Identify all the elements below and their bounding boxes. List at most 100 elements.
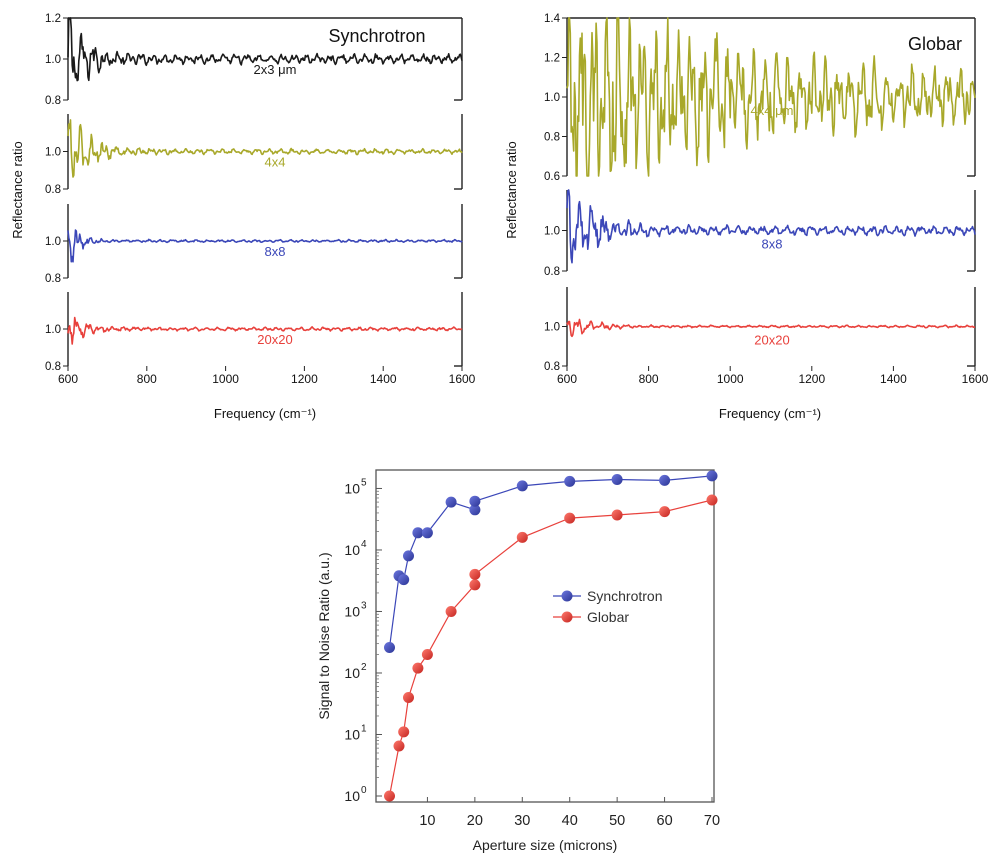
snr-y-tick-label: 10 — [344, 603, 360, 619]
legend-marker-synchrotron — [561, 590, 573, 602]
snr-point-globar — [469, 568, 481, 580]
snr-x-tick-label: 20 — [467, 813, 483, 829]
x-tick-label: 1600 — [449, 372, 476, 386]
x-tick-label: 1400 — [880, 372, 907, 386]
snr-y-tick-label: 10 — [344, 788, 360, 804]
snr-legend: Synchrotron Globar — [553, 588, 662, 625]
snr-x-tick-label: 50 — [609, 813, 625, 829]
x-tick-label: 1200 — [798, 372, 825, 386]
snr-point-globar — [659, 506, 671, 518]
snr-point-globar — [398, 726, 410, 738]
globar-y-axis-label: Reflectance ratio — [504, 141, 519, 239]
synchrotron-trace-4 — [67, 316, 463, 345]
globar-trace-label-2: 8x8 — [762, 237, 783, 252]
globar-trace-3 — [566, 318, 976, 338]
x-tick-label: 1600 — [962, 372, 989, 386]
snr-y-tick-exponent: 0 — [361, 785, 367, 796]
snr-point-globar — [706, 494, 718, 506]
synchrotron-y-axis-label: Reflectance ratio — [10, 141, 25, 239]
x-tick-label: 1000 — [717, 372, 744, 386]
snr-point-globar — [611, 509, 623, 521]
globar-x-axis-label: Frequency (cm⁻¹) — [719, 406, 821, 421]
snr-point-globar — [564, 512, 576, 524]
y-tick-label: 1.0 — [45, 324, 61, 336]
snr-y-tick-exponent: 5 — [361, 477, 367, 488]
synchrotron-trace-label-4: 20x20 — [257, 332, 292, 347]
snr-point-globar — [516, 531, 528, 543]
snr-point-synchrotron — [706, 470, 718, 482]
snr-x-tick-label: 60 — [657, 813, 673, 829]
y-tick-label: 1.4 — [544, 13, 561, 25]
snr-point-synchrotron — [611, 474, 623, 485]
y-tick-label: 0.8 — [45, 184, 61, 196]
y-tick-label: 0.8 — [544, 132, 560, 144]
y-tick-label: 0.8 — [45, 95, 61, 107]
snr-point-synchrotron — [659, 474, 671, 486]
globar-trace-1 — [566, 17, 976, 177]
synchrotron-panel-1: 0.8 1.0 1.2 2x3 μm — [45, 13, 463, 107]
x-tick-label: 1000 — [212, 372, 239, 386]
snr-y-tick-label: 10 — [344, 480, 360, 496]
y-tick-label: 1.0 — [544, 322, 560, 334]
snr-y-tick-exponent: 3 — [361, 600, 367, 611]
snr-point-synchrotron — [421, 527, 433, 539]
snr-y-axis-label: Signal to Noise Ratio (a.u.) — [316, 552, 332, 719]
snr-point-globar — [421, 649, 433, 660]
globar-trace-label-3: 20x20 — [754, 333, 789, 348]
snr-point-globar — [403, 692, 414, 703]
snr-y-tick-label: 10 — [344, 726, 360, 742]
synchrotron-title: Synchrotron — [328, 26, 425, 46]
snr-point-globar — [393, 740, 405, 752]
snr-point-synchrotron — [445, 496, 457, 508]
synchrotron-spectra-chart: 0.8 1.0 1.2 2x3 μm 0.8 1.0 4x4 0.8 1.0 8x8 0.8 1.0 2… — [10, 13, 476, 421]
snr-y-tick-label: 10 — [344, 542, 360, 558]
snr-line-globar — [388, 499, 713, 797]
legend-marker-globar — [561, 611, 573, 623]
snr-point-synchrotron — [469, 495, 481, 507]
x-tick-label: 800 — [639, 372, 659, 386]
synchrotron-trace-2 — [67, 119, 463, 178]
synchrotron-trace-3 — [67, 229, 463, 263]
synchrotron-panel-2: 0.8 1.0 4x4 — [45, 114, 463, 196]
globar-panel-3: 0.8 1.0 20x20 — [544, 287, 976, 373]
x-tick-label: 800 — [137, 372, 157, 386]
y-tick-label: 1.0 — [544, 226, 560, 238]
synchrotron-trace-label-3: 8x8 — [265, 244, 286, 259]
y-tick-label: 0.8 — [45, 361, 61, 373]
legend-label-globar: Globar — [587, 609, 629, 625]
snr-point-globar — [412, 662, 424, 674]
snr-x-tick-label: 70 — [704, 813, 720, 829]
snr-point-synchrotron — [516, 480, 528, 492]
synchrotron-trace-label-1: 2x3 μm — [254, 62, 297, 77]
y-tick-label: 1.0 — [544, 92, 560, 104]
snr-y-tick-label: 10 — [344, 665, 360, 681]
y-tick-label: 0.8 — [544, 361, 560, 373]
snr-point-synchrotron — [564, 475, 576, 487]
y-tick-label: 1.0 — [45, 54, 61, 66]
synchrotron-x-axis-label: Frequency (cm⁻¹) — [214, 406, 316, 421]
snr-plot-frame — [375, 469, 715, 803]
snr-y-tick-exponent: 1 — [361, 723, 367, 734]
x-tick-label: 600 — [557, 372, 577, 386]
globar-title: Globar — [908, 34, 962, 54]
snr-y-tick-exponent: 4 — [361, 539, 367, 550]
snr-x-axis-label: Aperture size (microns) — [473, 837, 618, 853]
snr-point-synchrotron — [469, 504, 481, 516]
x-tick-label: 1400 — [370, 372, 397, 386]
snr-x-tick-label: 40 — [562, 813, 578, 829]
snr-point-globar — [469, 579, 481, 591]
y-tick-label: 0.8 — [544, 266, 560, 278]
synchrotron-trace-label-2: 4x4 — [265, 155, 286, 170]
snr-line-synchrotron — [388, 475, 713, 648]
snr-point-globar — [445, 606, 457, 617]
snr-x-tick-label: 30 — [514, 813, 530, 829]
synchrotron-trace-1 — [67, 17, 463, 82]
y-tick-label: 1.0 — [45, 147, 61, 159]
snr-y-tick-exponent: 2 — [361, 662, 367, 673]
snr-point-globar — [384, 790, 395, 802]
y-tick-label: 1.2 — [45, 13, 61, 25]
synchrotron-panel-3: 0.8 1.0 8x8 — [45, 204, 463, 285]
globar-panel-2: 0.8 1.0 8x8 — [544, 189, 976, 278]
y-tick-label: 0.8 — [45, 273, 61, 285]
